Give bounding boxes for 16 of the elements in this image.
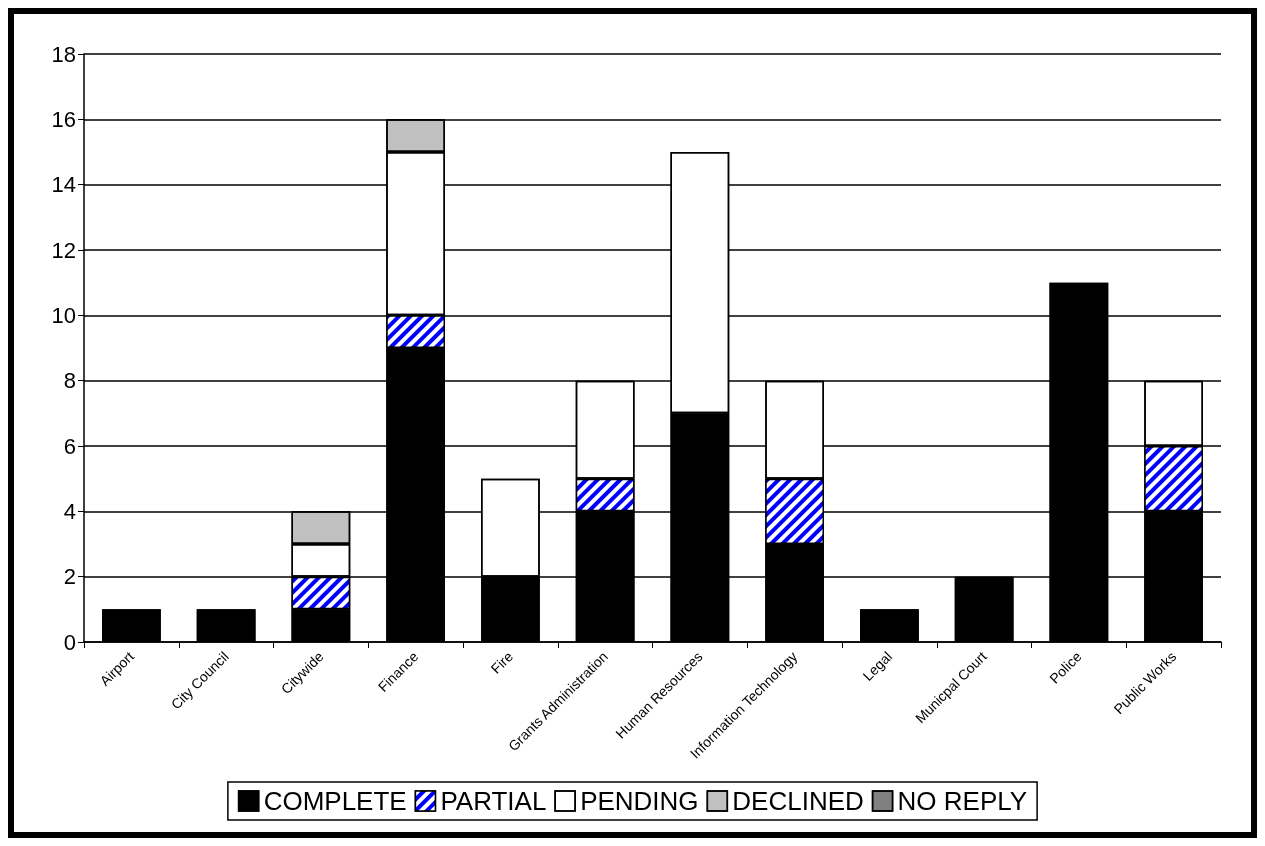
legend-label: NO REPLY	[897, 786, 1028, 816]
y-tick-label: 8	[63, 368, 76, 394]
legend-label: DECLINED	[732, 786, 864, 816]
y-tick-label: 18	[51, 41, 76, 67]
y-tick-label: 14	[51, 172, 76, 198]
y-tick-label: 12	[51, 237, 76, 263]
y-tick-label: 0	[63, 629, 76, 655]
y-tick-label: 6	[63, 433, 76, 459]
legend-label: COMPLETE	[263, 786, 407, 816]
y-tick-label: 10	[51, 302, 76, 328]
y-tick-label: 4	[63, 498, 76, 524]
x-tick-label: Fire	[487, 648, 517, 677]
legend-label: PARTIAL	[440, 786, 547, 816]
legend-label: PENDING	[580, 786, 699, 816]
y-tick-label: 16	[51, 106, 76, 132]
y-tick-label: 2	[63, 564, 76, 590]
